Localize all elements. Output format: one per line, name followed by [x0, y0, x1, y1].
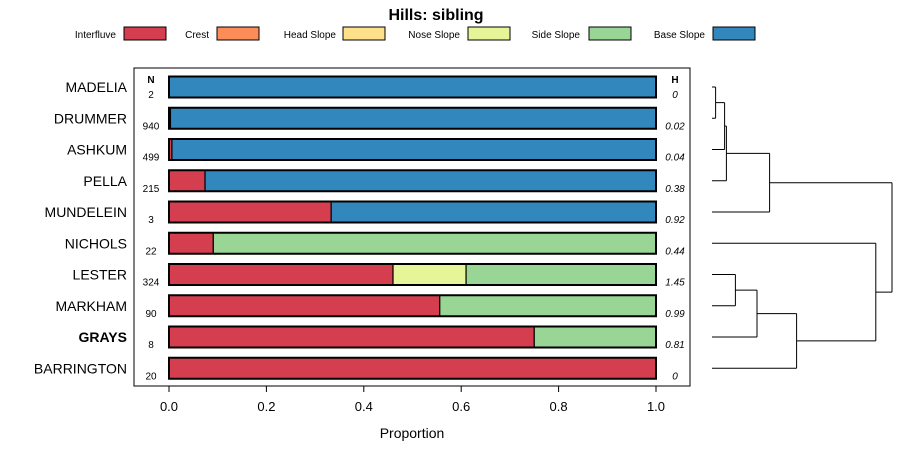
row-label-markham: MARKHAM	[55, 298, 127, 314]
bar-segment-lester-interfluve	[168, 263, 394, 286]
bar-segment-ashkum-base-slope	[171, 138, 657, 161]
bar-segment-mundelein-base-slope	[330, 200, 657, 224]
bar-segment-barrington-interfluve	[168, 357, 657, 380]
legend-label-interfluve: Interfluve	[75, 30, 117, 41]
h-value-madelia: 0	[672, 90, 678, 101]
bar-outline-barrington	[168, 356, 657, 380]
row-label-ashkum: ASHKUM	[67, 142, 127, 158]
bar-segment-nichols-interfluve	[168, 232, 214, 255]
n-value-nichols: 22	[145, 246, 157, 257]
row-label-madelia: MADELIA	[66, 79, 128, 95]
x-tick-label-4: 0.8	[550, 399, 568, 414]
n-value-pella: 215	[143, 184, 160, 195]
n-value-markham: 90	[145, 309, 157, 320]
legend-swatch-head-slope	[342, 26, 386, 41]
row-label-drummer: DRUMMER	[54, 110, 127, 126]
row-label-pella: PELLA	[83, 173, 127, 189]
h-column-header: H	[671, 75, 678, 86]
bar-outline-lester	[168, 263, 657, 286]
n-value-grays: 8	[148, 340, 154, 351]
h-value-mundelein: 0.92	[665, 215, 685, 226]
row-label-mundelein: MUNDELEIN	[45, 204, 127, 220]
n-value-ashkum: 499	[143, 153, 160, 164]
bar-segment-drummer-base-slope	[169, 107, 657, 130]
dendrogram	[712, 86, 893, 369]
row-label-grays: GRAYS	[78, 329, 127, 345]
bar-segment-lester-nose-slope	[392, 263, 467, 286]
bar-outline-pella	[168, 169, 657, 193]
bar-segment-grays-interfluve	[168, 325, 535, 349]
h-value-pella: 0.38	[665, 184, 685, 195]
x-tick-label-1: 0.2	[257, 399, 275, 414]
bar-outline-nichols	[168, 231, 657, 255]
legend-swatch-crest	[216, 26, 260, 41]
x-axis-label: Proportion	[380, 425, 445, 441]
h-value-drummer: 0.02	[665, 121, 685, 132]
h-value-nichols: 0.44	[665, 246, 685, 257]
legend-label-crest: Crest	[185, 30, 209, 41]
legend-swatch-side-slope	[588, 26, 632, 41]
x-tick-label-2: 0.4	[355, 399, 373, 414]
row-label-lester: LESTER	[73, 267, 127, 283]
bar-outline-mundelein	[168, 200, 657, 224]
x-tick-label-0: 0.0	[160, 399, 178, 414]
bar-segment-markham-side-slope	[439, 294, 657, 317]
bar-outline-ashkum	[168, 138, 657, 161]
bar-segment-madelia-base-slope	[168, 75, 657, 99]
bar-segment-nichols-side-slope	[212, 232, 657, 255]
legend-label-head-slope: Head Slope	[284, 30, 337, 41]
row-label-nichols: NICHOLS	[65, 235, 127, 251]
bar-segment-grays-side-slope	[533, 325, 657, 349]
chart-title: Hills: sibling	[388, 7, 483, 24]
x-tick-label-5: 1.0	[647, 399, 665, 414]
bar-outline-markham	[168, 294, 657, 318]
bar-segment-pella-base-slope	[204, 169, 657, 192]
bar-segment-markham-interfluve	[168, 294, 441, 317]
bar-outline-grays	[168, 325, 657, 349]
legend-label-nose-slope: Nose Slope	[408, 30, 460, 41]
bar-outline-madelia	[168, 75, 657, 99]
bar-outline-drummer	[168, 106, 657, 130]
n-value-madelia: 2	[148, 90, 154, 101]
h-value-barrington: 0	[672, 371, 678, 382]
legend-swatch-interfluve	[123, 26, 167, 41]
n-column-header: N	[147, 75, 154, 86]
n-value-mundelein: 3	[148, 215, 154, 226]
legend-swatch-base-slope	[712, 26, 756, 41]
h-value-grays: 0.81	[665, 340, 684, 351]
n-value-drummer: 940	[143, 121, 160, 132]
legend-swatch-nose-slope	[467, 26, 511, 41]
legend-label-base-slope: Base Slope	[654, 30, 706, 41]
plot-frame	[133, 67, 691, 387]
bar-segment-pella-interfluve	[168, 169, 206, 192]
h-value-lester: 1.45	[665, 278, 685, 289]
n-value-barrington: 20	[145, 371, 157, 382]
legend-label-side-slope: Side Slope	[532, 30, 581, 41]
bar-segment-lester-side-slope	[465, 263, 657, 286]
legend: Interfluve Crest Head Slope Nose Slope Side …	[75, 26, 756, 41]
row-label-barrington: BARRINGTON	[34, 360, 127, 376]
h-value-markham: 0.99	[665, 309, 685, 320]
h-value-ashkum: 0.04	[665, 153, 685, 164]
bar-segment-mundelein-interfluve	[168, 200, 332, 224]
x-tick-label-3: 0.6	[452, 399, 470, 414]
n-value-lester: 324	[143, 278, 160, 289]
